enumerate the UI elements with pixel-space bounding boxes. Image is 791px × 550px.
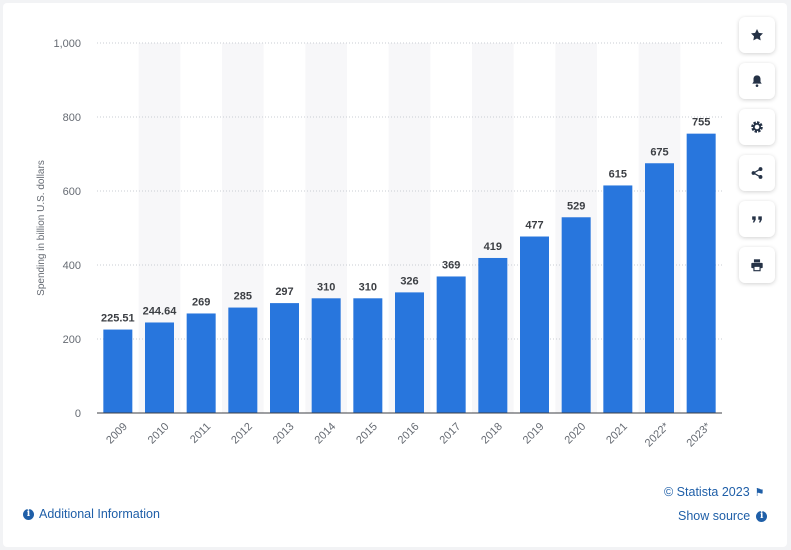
bar-value-label: 755 xyxy=(692,117,710,129)
bar-value-label: 477 xyxy=(525,220,543,232)
x-axis-ticks: 2009 2010 2011 2012 2013 2014 2015 2016 2017 2018… xyxy=(104,420,714,449)
bar-value-label: 419 xyxy=(484,241,502,253)
bar-value-label: 529 xyxy=(567,200,585,212)
x-tick-label: 2023* xyxy=(684,420,713,449)
additional-information-label: Additional Information xyxy=(39,507,160,521)
x-tick-label: 2012 xyxy=(229,421,255,447)
x-tick-label: 2014 xyxy=(312,421,338,447)
info-icon: i xyxy=(23,508,34,520)
x-tick-label: 2017 xyxy=(437,421,463,447)
gear-icon xyxy=(751,121,763,133)
x-tick-label: 2019 xyxy=(521,421,547,447)
x-tick-label: 2022* xyxy=(643,420,672,449)
y-tick-label: 200 xyxy=(63,334,81,346)
share-button[interactable] xyxy=(739,155,775,191)
y-axis-label: Spending in billion U.S. dollars xyxy=(36,160,47,296)
value-labels: 225.51 244.64 269 285 297 310 310 326 369 419 477 5… xyxy=(101,117,710,325)
copyright-label: © Statista 2023 xyxy=(664,485,750,499)
bar[interactable] xyxy=(145,322,174,413)
bar-value-label: 244.64 xyxy=(143,305,178,317)
y-tick-label: 800 xyxy=(63,112,81,124)
x-tick-label: 2009 xyxy=(104,421,130,447)
bar-value-label: 369 xyxy=(442,259,460,271)
share-icon xyxy=(751,167,763,179)
cite-button[interactable] xyxy=(739,201,775,237)
flag-icon: ⚑ xyxy=(754,486,765,499)
y-tick-label: 600 xyxy=(63,186,81,198)
favorite-button[interactable] xyxy=(739,17,775,53)
bar-value-label: 297 xyxy=(275,286,293,298)
bars xyxy=(103,133,716,413)
bar-value-label: 326 xyxy=(400,275,418,287)
quote-icon xyxy=(752,216,762,223)
x-tick-label: 2020 xyxy=(562,421,588,447)
star-icon xyxy=(751,29,763,41)
bar[interactable] xyxy=(478,257,508,413)
bar[interactable] xyxy=(603,185,633,413)
bar[interactable] xyxy=(228,307,258,413)
y-tick-label: 400 xyxy=(63,260,81,272)
x-tick-label: 2011 xyxy=(188,421,213,446)
bar[interactable] xyxy=(353,298,383,413)
bar[interactable] xyxy=(395,292,424,413)
print-button[interactable] xyxy=(739,247,775,283)
print-icon xyxy=(751,259,763,272)
show-source-label: Show source xyxy=(678,509,751,523)
info-icon: i xyxy=(756,510,768,522)
y-axis-ticks: 0 200 400 600 800 1,000 xyxy=(53,38,81,420)
additional-information-link[interactable]: i Additional Information xyxy=(23,507,160,521)
x-tick-label: 2018 xyxy=(479,421,505,447)
bell-icon xyxy=(752,75,762,87)
bar[interactable] xyxy=(686,133,716,413)
bar[interactable] xyxy=(645,163,674,413)
bar-value-label: 285 xyxy=(234,291,252,303)
bar-value-label: 310 xyxy=(317,281,335,293)
bar[interactable] xyxy=(270,303,299,413)
bar-value-label: 675 xyxy=(650,146,668,158)
y-tick-label: 0 xyxy=(75,408,81,420)
y-tick-label: 1,000 xyxy=(53,38,81,50)
bar-value-label: 269 xyxy=(192,296,210,308)
bar-value-label: 615 xyxy=(609,168,627,180)
x-tick-label: 2013 xyxy=(271,421,297,447)
bar[interactable] xyxy=(561,217,591,413)
x-tick-label: 2016 xyxy=(396,421,422,447)
bar[interactable] xyxy=(520,236,549,413)
notification-button[interactable] xyxy=(739,63,775,99)
show-source-link[interactable]: Show source i xyxy=(678,509,768,523)
bar-value-label: 225.51 xyxy=(101,313,135,325)
bar[interactable] xyxy=(436,276,466,413)
bar-value-label: 310 xyxy=(359,281,377,293)
x-tick-label: 2015 xyxy=(354,421,380,447)
bar[interactable] xyxy=(311,298,341,413)
statista-copyright-link[interactable]: © Statista 2023 ⚑ xyxy=(664,485,765,499)
bar[interactable] xyxy=(186,313,216,413)
x-tick-label: 2021 xyxy=(604,421,630,447)
bar[interactable] xyxy=(103,329,133,413)
settings-button[interactable] xyxy=(739,109,775,145)
x-tick-label: 2010 xyxy=(146,421,172,447)
